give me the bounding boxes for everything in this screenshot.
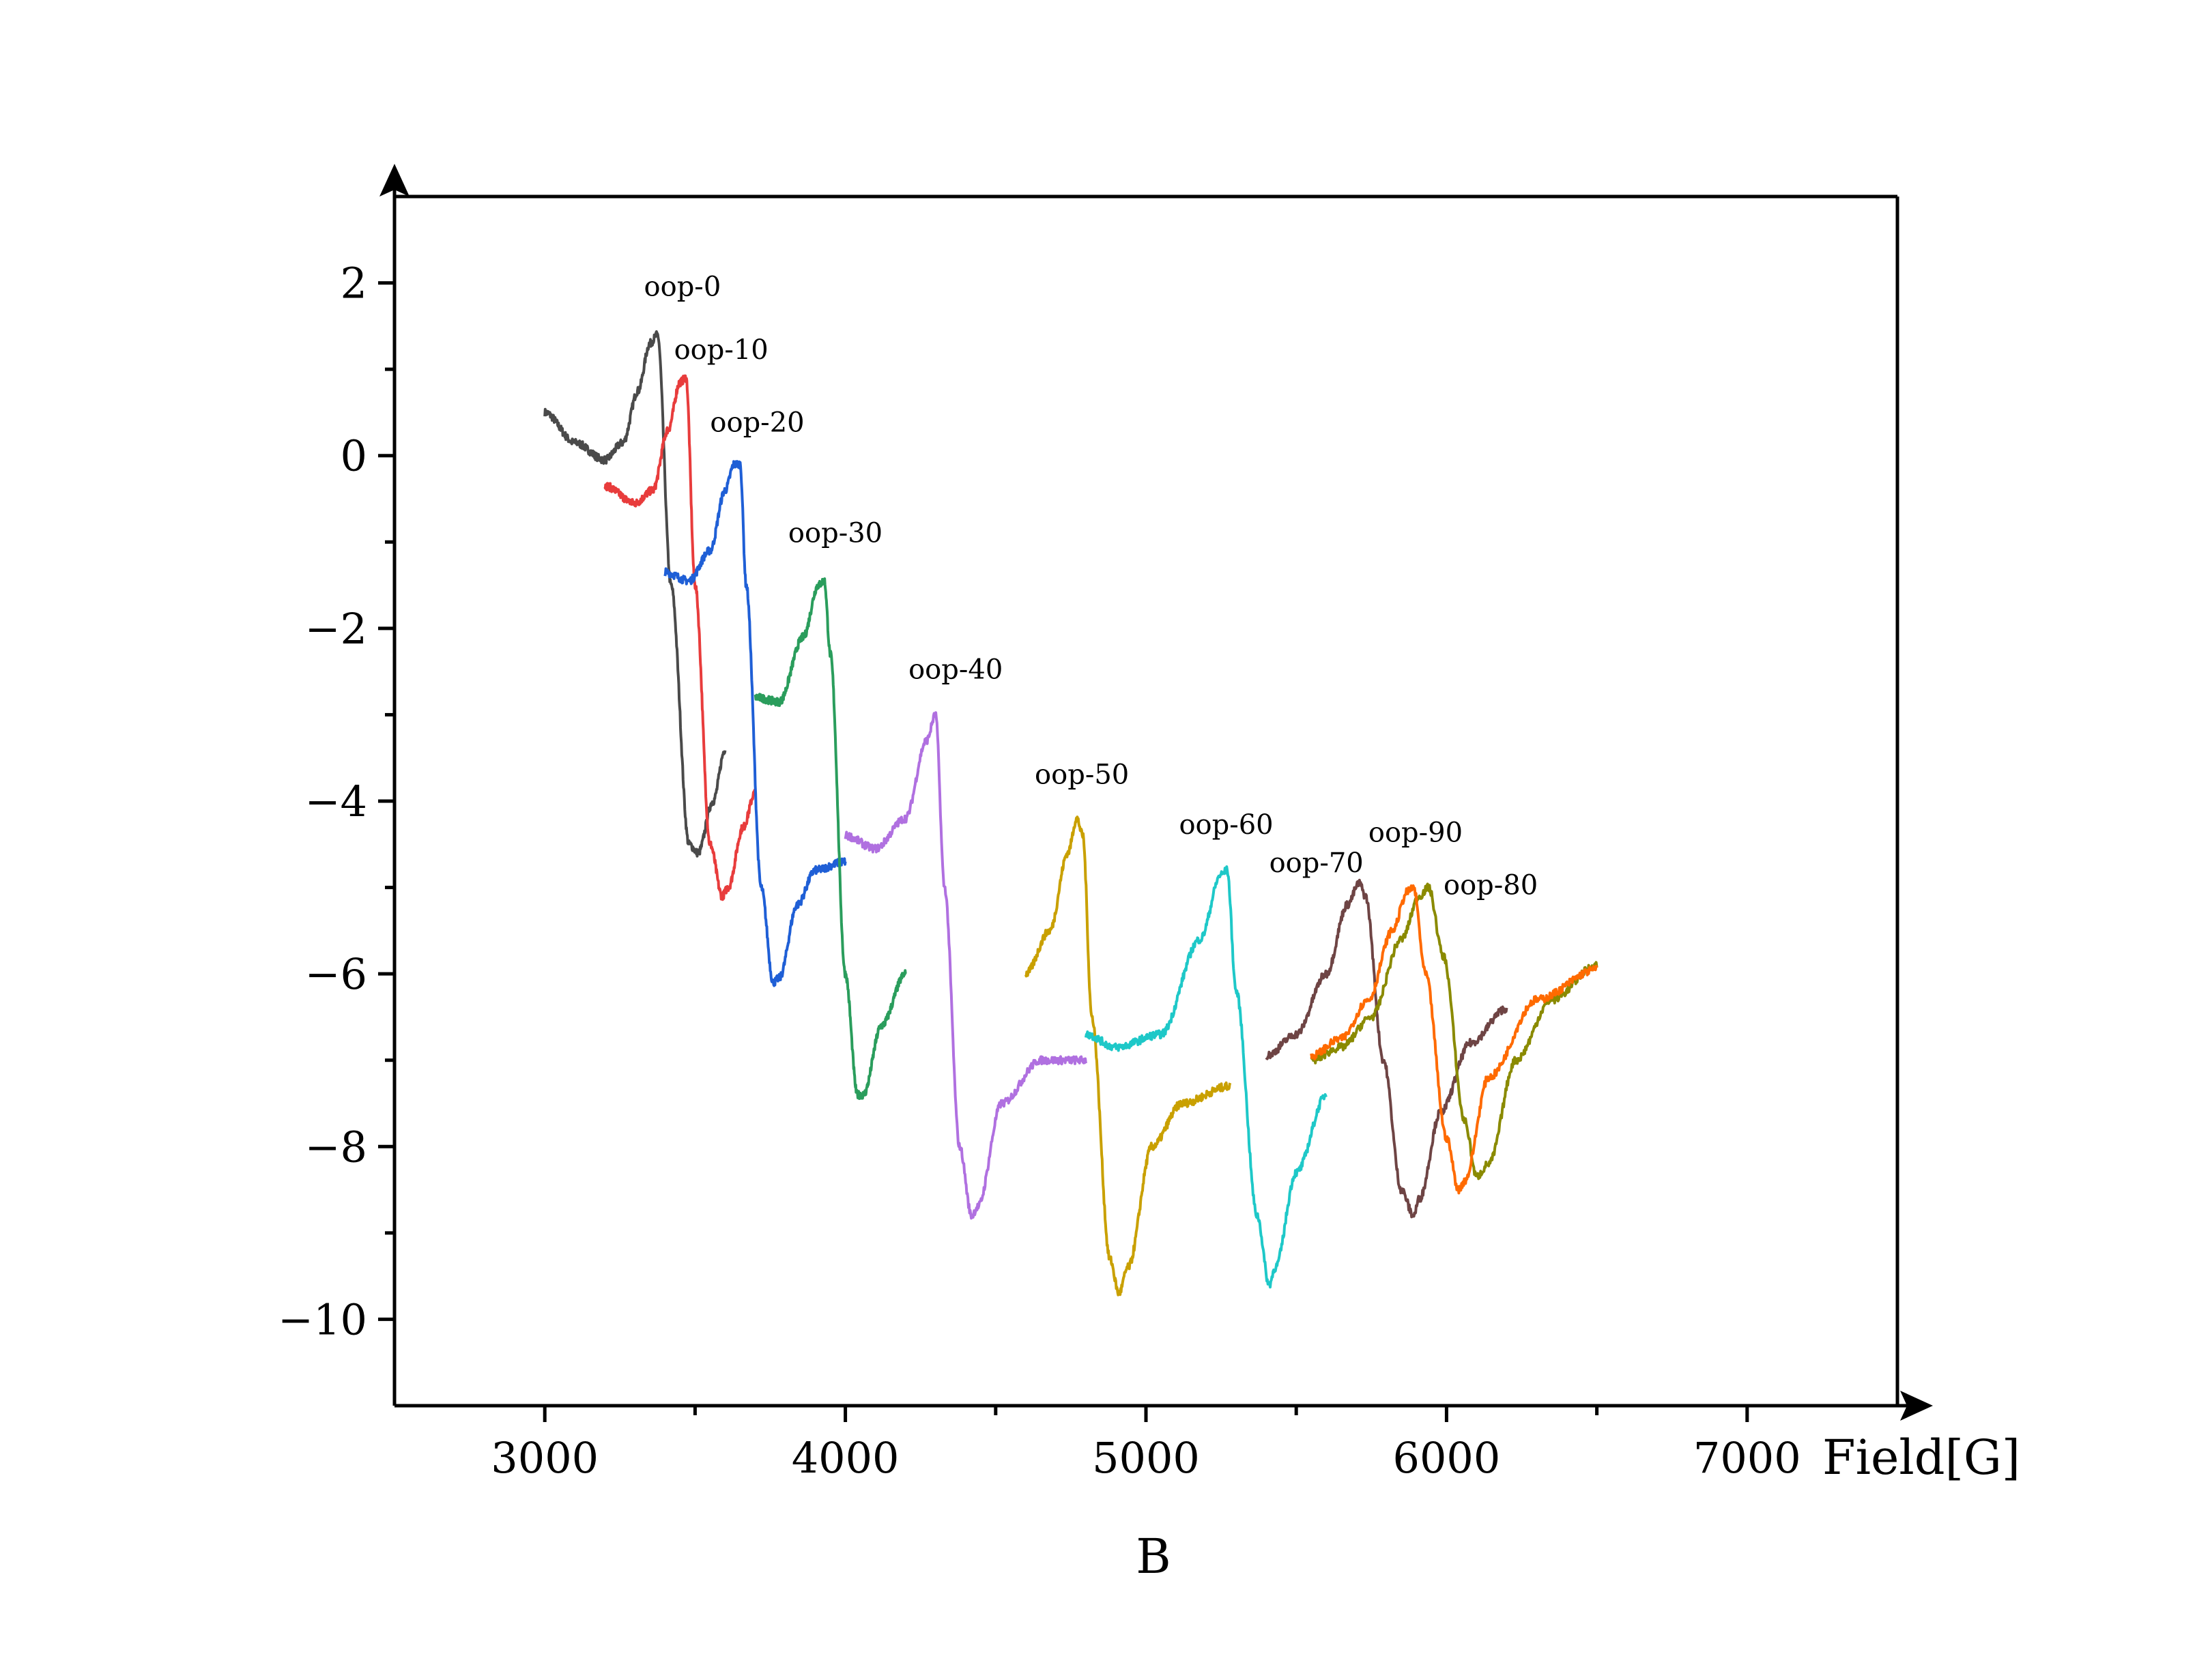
series-line-oop-40 <box>844 711 1087 1220</box>
y-tick-label: 2 <box>341 259 367 308</box>
series-line-oop-0 <box>543 330 727 858</box>
x-tick-label: 4000 <box>792 1433 900 1483</box>
curve-label: oop-10 <box>674 334 769 366</box>
x-axis-arrow <box>1900 1391 1933 1421</box>
series-line-oop-30 <box>754 577 907 1100</box>
x-axis-ticks: 3000 4000 5000 6000 7000 <box>491 1406 1801 1483</box>
x-tick-label: 7000 <box>1693 1433 1801 1483</box>
x-tick-label: 3000 <box>491 1433 599 1483</box>
curve-label: oop-30 <box>788 517 883 549</box>
curve-label: oop-70 <box>1269 848 1364 879</box>
y-tick-label: −6 <box>305 949 367 999</box>
series-line-oop-20 <box>663 460 847 987</box>
y-tick-label: −10 <box>278 1294 367 1344</box>
curve-label: oop-60 <box>1179 809 1273 841</box>
x-tick-label: 6000 <box>1393 1433 1501 1483</box>
series-line-oop-80 <box>1310 882 1598 1181</box>
x-axis-title: B <box>1136 1529 1171 1584</box>
y-tick-label: −4 <box>305 777 367 826</box>
y-tick-label: −2 <box>305 604 367 654</box>
y-axis-ticks: 2 0 −2 −4 −6 −8 −10 <box>278 259 394 1344</box>
curve-label: oop-80 <box>1444 870 1538 901</box>
curve-label: oop-0 <box>644 272 721 303</box>
series-line-oop-70 <box>1265 878 1508 1219</box>
curve-label: oop-20 <box>710 407 804 438</box>
y-axis-arrow <box>379 164 410 197</box>
plot-frame <box>379 164 1933 1421</box>
curve-label: oop-40 <box>908 654 1003 685</box>
series-layer <box>543 330 1598 1297</box>
series-line-oop-10 <box>603 374 757 901</box>
series-line-oop-60 <box>1084 865 1328 1289</box>
x-axis-unit-label: Field[G] <box>1822 1430 2020 1486</box>
y-tick-label: −8 <box>305 1122 367 1172</box>
series-line-oop-90 <box>1310 884 1598 1195</box>
curve-label: oop-50 <box>1035 759 1129 791</box>
y-tick-label: 0 <box>341 431 367 481</box>
series-line-oop-50 <box>1024 815 1232 1297</box>
curve-label: oop-90 <box>1368 817 1463 848</box>
curve-labels: oop-0 oop-10 oop-20 oop-30 oop-40 oop-50 oop-6… <box>644 272 1538 901</box>
x-tick-label: 5000 <box>1092 1433 1200 1483</box>
